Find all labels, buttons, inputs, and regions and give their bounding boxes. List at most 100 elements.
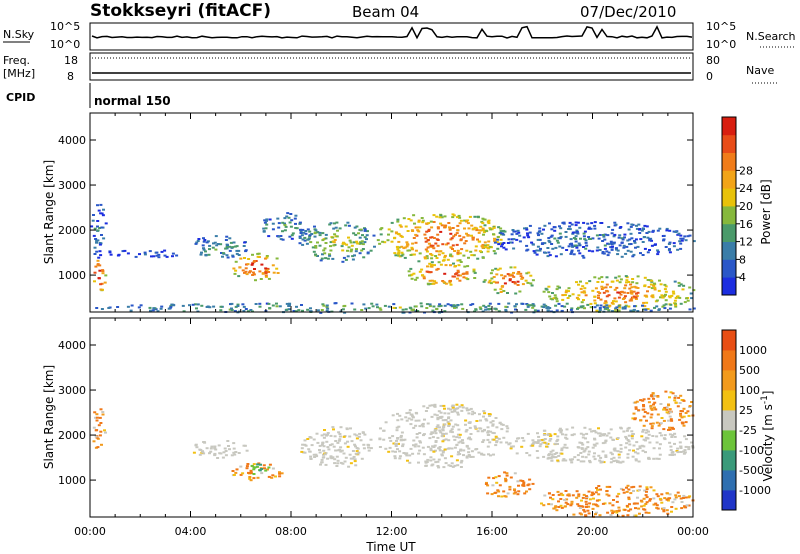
data-cell bbox=[404, 225, 408, 228]
data-cell bbox=[233, 245, 237, 248]
data-cell bbox=[581, 496, 585, 499]
data-cell bbox=[682, 424, 686, 427]
data-cell bbox=[130, 304, 134, 307]
data-cell bbox=[605, 434, 609, 437]
data-cell bbox=[300, 447, 304, 450]
data-cell bbox=[201, 244, 205, 247]
data-cell bbox=[521, 276, 525, 279]
data-cell bbox=[443, 448, 447, 451]
data-cell bbox=[584, 515, 588, 518]
data-cell bbox=[422, 433, 426, 436]
data-cell bbox=[633, 240, 636, 242]
data-cell bbox=[283, 222, 286, 225]
data-cell bbox=[636, 448, 640, 451]
data-cell bbox=[506, 273, 510, 276]
data-cell bbox=[290, 234, 294, 237]
data-cell bbox=[424, 410, 428, 412]
data-cell bbox=[248, 271, 251, 274]
data-cell bbox=[526, 303, 530, 306]
data-cell bbox=[500, 274, 504, 277]
data-cell bbox=[648, 238, 652, 241]
data-cell bbox=[481, 430, 485, 433]
data-cell bbox=[414, 443, 418, 446]
data-cell bbox=[495, 481, 499, 484]
data-cell bbox=[557, 493, 561, 496]
data-cell bbox=[595, 442, 599, 445]
data-cell bbox=[285, 302, 289, 305]
data-cell bbox=[641, 449, 645, 452]
data-cell bbox=[679, 497, 683, 500]
data-cell bbox=[412, 439, 416, 442]
data-cell bbox=[499, 227, 503, 230]
data-cell bbox=[638, 228, 641, 231]
data-cell bbox=[316, 441, 320, 444]
data-cell bbox=[530, 304, 534, 307]
data-cell bbox=[665, 411, 669, 414]
data-cell bbox=[540, 305, 544, 308]
data-cell bbox=[101, 272, 105, 275]
data-cell bbox=[559, 498, 563, 500]
data-cell bbox=[679, 445, 683, 448]
data-cell bbox=[247, 471, 250, 474]
data-cell bbox=[670, 426, 674, 429]
data-cell bbox=[533, 309, 537, 312]
data-cell bbox=[492, 280, 496, 283]
data-cell bbox=[409, 423, 413, 426]
data-cell bbox=[499, 230, 503, 233]
data-cell bbox=[212, 305, 216, 308]
data-cell bbox=[564, 291, 568, 294]
data-cell bbox=[593, 452, 596, 455]
data-cell bbox=[411, 242, 415, 245]
data-cell bbox=[378, 242, 382, 245]
data-cell bbox=[353, 226, 357, 229]
data-cell bbox=[396, 220, 400, 223]
data-cell bbox=[612, 235, 616, 238]
data-cell bbox=[400, 418, 404, 421]
data-cell bbox=[679, 394, 683, 397]
data-cell bbox=[407, 270, 411, 273]
data-cell bbox=[608, 485, 612, 488]
data-cell bbox=[94, 416, 98, 419]
data-cell bbox=[671, 392, 675, 395]
data-cell bbox=[393, 455, 397, 458]
data-cell bbox=[398, 455, 402, 458]
data-cell bbox=[505, 441, 509, 444]
data-cell bbox=[436, 465, 440, 467]
nsearch-tick-bottom: 10^0 bbox=[706, 38, 736, 51]
data-cell bbox=[626, 453, 630, 456]
data-cell bbox=[520, 445, 524, 448]
data-cell bbox=[519, 479, 523, 482]
data-cell bbox=[353, 254, 356, 257]
data-cell bbox=[560, 447, 564, 450]
data-cell bbox=[405, 419, 409, 422]
data-cell bbox=[290, 237, 294, 240]
data-cell bbox=[96, 220, 100, 222]
data-cell bbox=[563, 294, 567, 296]
data-cell bbox=[606, 290, 610, 293]
data-cell bbox=[361, 243, 365, 246]
data-cell bbox=[609, 461, 613, 464]
data-cell bbox=[349, 427, 352, 430]
data-cell bbox=[244, 249, 248, 252]
data-cell bbox=[322, 445, 326, 448]
data-cell bbox=[224, 247, 228, 250]
data-cell bbox=[660, 501, 664, 504]
data-cell bbox=[96, 264, 100, 267]
data-cell bbox=[528, 231, 532, 234]
data-cell bbox=[493, 237, 496, 240]
data-cell bbox=[669, 391, 673, 394]
data-cell bbox=[225, 254, 229, 257]
data-cell bbox=[347, 236, 350, 239]
data-cell bbox=[515, 232, 519, 235]
data-cell bbox=[632, 490, 635, 492]
data-cell bbox=[497, 495, 500, 498]
data-cell bbox=[348, 453, 352, 456]
data-cell bbox=[616, 460, 620, 463]
data-cell bbox=[470, 224, 474, 227]
data-cell bbox=[92, 234, 96, 237]
data-cell bbox=[466, 278, 470, 281]
data-cell bbox=[426, 270, 430, 273]
data-cell bbox=[325, 306, 329, 309]
data-cell bbox=[205, 241, 209, 244]
data-cell bbox=[426, 246, 430, 249]
